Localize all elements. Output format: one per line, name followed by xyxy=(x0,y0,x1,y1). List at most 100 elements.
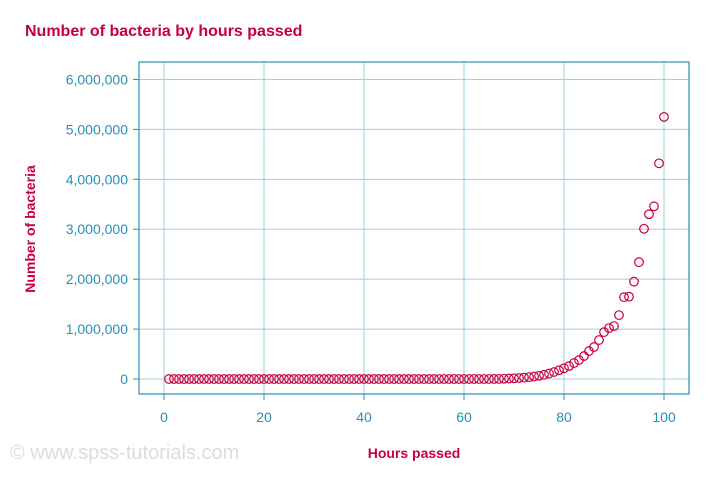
data-point xyxy=(219,374,229,384)
data-point xyxy=(494,373,504,384)
data-point xyxy=(594,335,604,345)
data-point xyxy=(644,209,654,220)
data-point xyxy=(509,373,519,384)
data-point xyxy=(399,374,409,384)
data-point xyxy=(349,374,359,384)
data-point xyxy=(304,374,314,384)
data-point xyxy=(319,374,329,384)
data-point xyxy=(249,374,259,384)
data-point xyxy=(164,374,174,384)
x-axis-ticks: 0 20 40 60 80 100 xyxy=(160,394,676,425)
data-point xyxy=(189,374,199,384)
data-point xyxy=(194,374,204,384)
data-point xyxy=(504,373,514,384)
data-points xyxy=(164,112,669,384)
chart-title: Number of bacteria by hours passed xyxy=(25,23,302,40)
data-point xyxy=(259,374,269,384)
plot-frame xyxy=(138,61,690,395)
data-point xyxy=(534,370,544,381)
x-tick-label: 40 xyxy=(356,409,372,425)
data-point xyxy=(614,310,624,321)
data-point xyxy=(424,374,434,384)
y-tick-label: 3,000,000 xyxy=(66,221,128,237)
data-point xyxy=(464,374,474,384)
data-point xyxy=(379,374,389,384)
data-point xyxy=(659,112,669,122)
data-point xyxy=(279,374,289,384)
data-point xyxy=(199,374,209,384)
watermark: © www.spss-tutorials.com xyxy=(10,442,239,464)
data-point xyxy=(269,374,279,384)
data-point xyxy=(524,372,534,383)
y-axis-ticks: 0 1,000,000 2,000,000 3,000,000 4,000,000 5,0… xyxy=(66,71,139,387)
data-point xyxy=(549,367,559,377)
data-point xyxy=(634,257,644,268)
data-point xyxy=(514,373,524,383)
data-point xyxy=(654,158,664,169)
data-point xyxy=(489,374,499,384)
data-point xyxy=(214,374,224,384)
data-point xyxy=(529,371,539,382)
y-tick-label: 0 xyxy=(120,371,128,387)
data-point xyxy=(314,374,324,384)
data-point xyxy=(579,351,589,361)
x-tick-label: 60 xyxy=(456,409,472,425)
data-point xyxy=(439,374,449,384)
x-axis-title: Hours passed xyxy=(368,445,461,461)
data-point xyxy=(519,372,529,383)
data-point xyxy=(544,368,554,379)
data-point xyxy=(499,373,509,384)
data-point xyxy=(179,374,189,384)
data-point xyxy=(554,365,564,376)
data-point xyxy=(414,374,424,384)
data-point xyxy=(274,374,284,384)
data-point xyxy=(174,374,184,384)
x-tick-label: 80 xyxy=(556,409,572,425)
data-point xyxy=(384,374,394,384)
data-point xyxy=(604,323,614,333)
data-point xyxy=(469,374,479,384)
x-tick-label: 100 xyxy=(652,409,676,425)
data-point xyxy=(479,374,489,384)
data-point xyxy=(329,374,339,384)
grid-layer xyxy=(139,62,689,394)
data-point xyxy=(309,374,319,384)
data-point xyxy=(639,223,649,234)
data-point xyxy=(234,374,244,384)
data-point xyxy=(619,292,629,303)
data-point xyxy=(459,374,469,384)
data-point xyxy=(359,374,369,384)
data-point xyxy=(624,291,634,302)
data-point xyxy=(559,363,569,374)
data-point xyxy=(184,374,194,384)
data-point xyxy=(339,374,349,384)
data-point xyxy=(609,321,619,332)
data-point xyxy=(404,374,414,384)
data-point xyxy=(344,374,354,384)
y-tick-label: 4,000,000 xyxy=(66,171,128,187)
data-point xyxy=(454,374,464,384)
data-point xyxy=(539,369,549,380)
data-point xyxy=(284,374,294,384)
data-point xyxy=(649,201,659,212)
data-point xyxy=(324,374,334,384)
data-point xyxy=(444,374,454,384)
y-tick-label: 6,000,000 xyxy=(66,71,128,87)
data-point xyxy=(589,342,599,352)
data-point xyxy=(434,374,444,384)
data-point xyxy=(294,374,304,384)
y-axis-title: Number of bacteria xyxy=(22,165,38,293)
data-point xyxy=(409,374,419,384)
data-point xyxy=(569,358,579,368)
data-point xyxy=(354,374,364,384)
data-point xyxy=(209,374,219,384)
data-point xyxy=(449,374,459,384)
data-point xyxy=(334,374,344,384)
data-point xyxy=(229,374,239,384)
data-point xyxy=(394,374,404,384)
x-tick-label: 20 xyxy=(256,409,272,425)
data-point xyxy=(389,374,399,384)
data-point xyxy=(484,374,494,384)
